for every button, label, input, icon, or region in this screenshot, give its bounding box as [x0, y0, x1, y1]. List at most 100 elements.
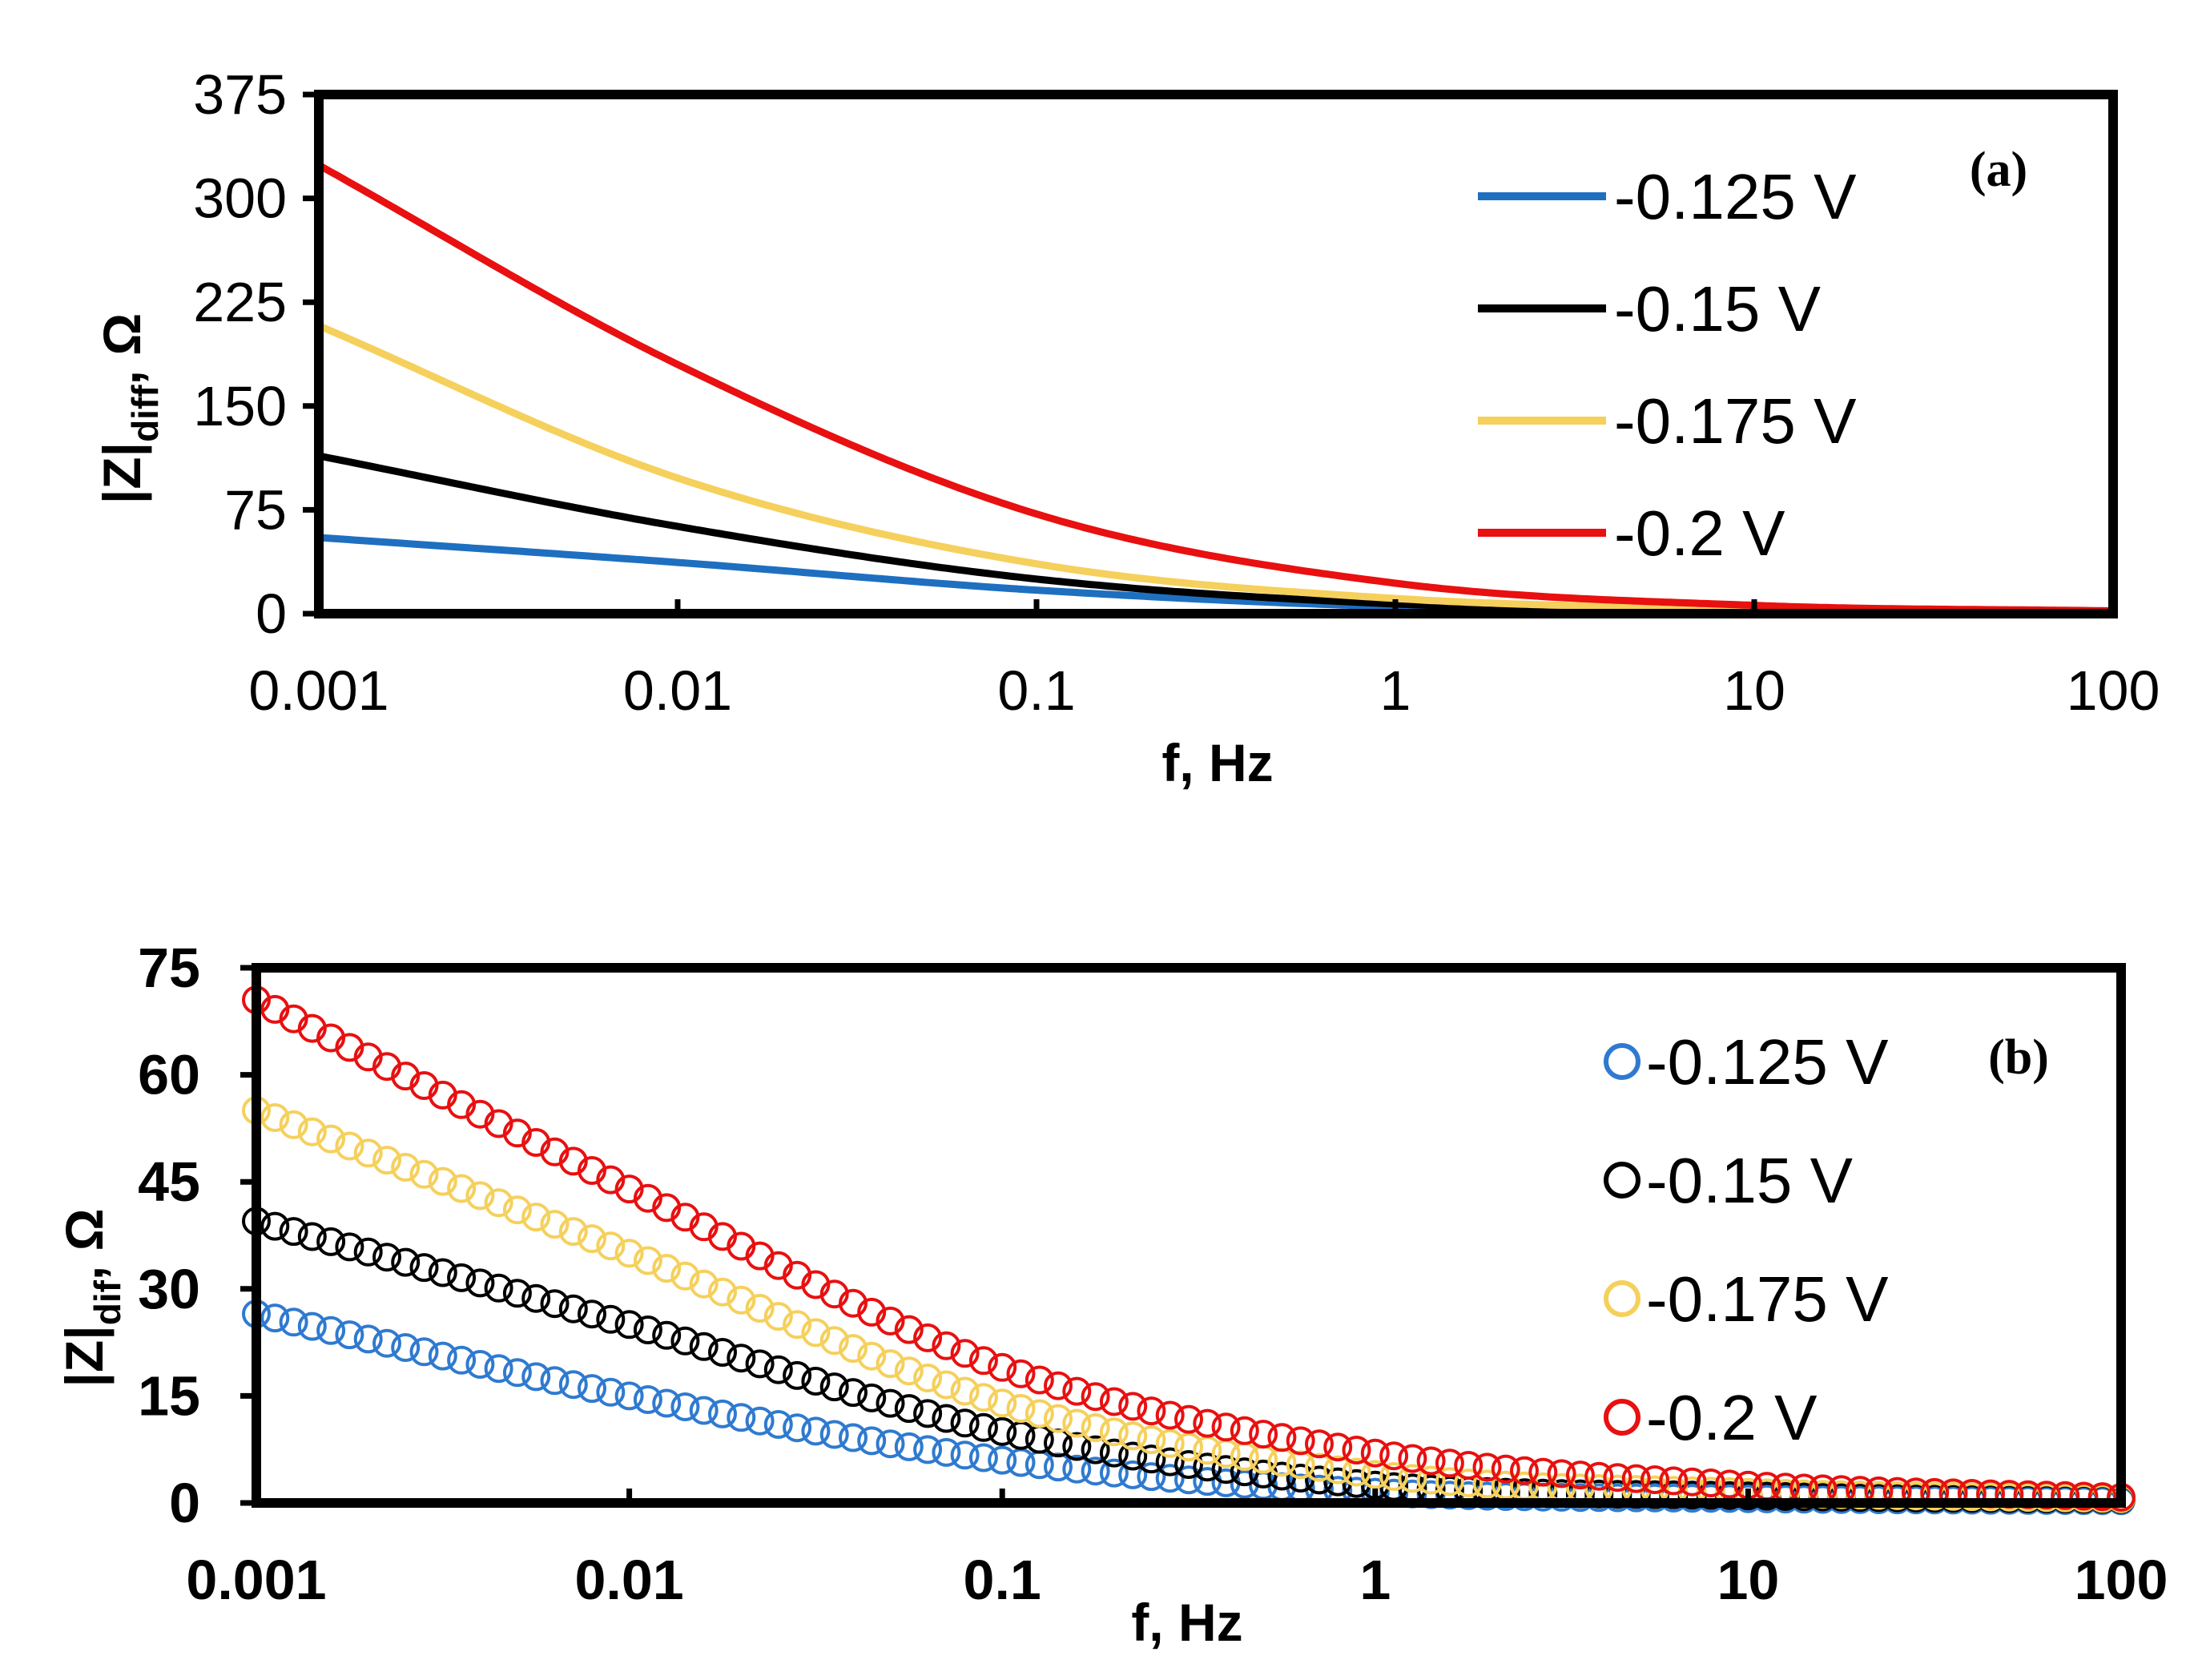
- data-point: [932, 1331, 961, 1360]
- panel-b-y-label-sub: dif: [87, 1279, 128, 1325]
- data-point: [1416, 1446, 1446, 1476]
- data-point: [876, 1388, 905, 1418]
- data-point: [279, 1217, 308, 1247]
- data-point: [447, 1090, 477, 1119]
- data-point: [409, 1071, 439, 1100]
- x-tick-label: 10: [1717, 1549, 1779, 1611]
- data-point: [727, 1344, 756, 1373]
- data-point: [372, 1328, 401, 1358]
- series-line: [316, 162, 2114, 614]
- data-point: [1491, 1470, 1520, 1500]
- data-point: [335, 1131, 364, 1161]
- data-point: [1193, 1452, 1222, 1482]
- data-point: [596, 1231, 626, 1261]
- data-point: [670, 1261, 700, 1291]
- x-tick-label: 100: [2075, 1549, 2168, 1611]
- data-point: [409, 1159, 439, 1189]
- data-point: [521, 1128, 551, 1157]
- data-point: [1044, 1428, 1073, 1458]
- data-point: [950, 1376, 980, 1406]
- panel-b-legend: -0.125 V -0.15 V -0.175 V -0.2 V: [1604, 1026, 1889, 1453]
- data-point: [465, 1268, 495, 1298]
- data-point: [1454, 1468, 1483, 1497]
- data-point: [1528, 1457, 1558, 1487]
- data-point: [1062, 1432, 1092, 1461]
- data-point: [353, 1138, 383, 1168]
- data-point: [1286, 1426, 1315, 1456]
- data-point: [1640, 1465, 1669, 1494]
- data-point: [932, 1404, 961, 1433]
- legend-swatch: [1604, 1280, 1640, 1317]
- data-point: [297, 1013, 327, 1043]
- data-point: [708, 1277, 737, 1307]
- data-point: [447, 1263, 477, 1292]
- data-point: [428, 1080, 457, 1110]
- data-point: [1379, 1462, 1409, 1491]
- data-point: [297, 1311, 327, 1341]
- data-point: [1155, 1464, 1185, 1493]
- data-point: [2087, 1482, 2117, 1512]
- data-point: [819, 1279, 849, 1309]
- data-point: [484, 1354, 513, 1384]
- data-point: [1081, 1413, 1110, 1442]
- panel-a-y-axis-label: |Z|diff, Ω: [92, 313, 166, 504]
- data-point: [316, 1227, 346, 1256]
- data-point: [1342, 1436, 1371, 1464]
- data-point: [1062, 1408, 1092, 1438]
- data-point: [1081, 1456, 1110, 1486]
- x-tick-label: 10: [1723, 659, 1785, 722]
- data-point: [465, 1181, 495, 1211]
- data-point: [652, 1320, 682, 1350]
- data-point: [1305, 1429, 1334, 1459]
- data-point: [857, 1426, 887, 1456]
- panel-a-y-label-main: |Z|: [92, 442, 153, 504]
- data-point: [1416, 1465, 1446, 1495]
- data-point: [1696, 1468, 1725, 1497]
- data-point: [1211, 1412, 1241, 1442]
- data-point: [1118, 1441, 1148, 1471]
- data-point: [763, 1355, 793, 1384]
- data-point: [857, 1383, 887, 1412]
- panel-a-plot-frame: [314, 90, 2118, 618]
- data-point: [932, 1370, 961, 1400]
- data-point: [839, 1378, 868, 1408]
- data-point: [968, 1443, 998, 1473]
- data-point: [689, 1332, 719, 1361]
- data-point: [1677, 1467, 1707, 1497]
- data-point: [783, 1360, 812, 1390]
- data-point: [1510, 1456, 1539, 1485]
- data-point: [578, 1224, 606, 1254]
- data-point: [988, 1445, 1017, 1475]
- data-point: [1137, 1462, 1166, 1492]
- data-point: [783, 1260, 812, 1290]
- data-point: [484, 1188, 513, 1218]
- data-point: [1155, 1400, 1185, 1430]
- data-point: [1491, 1454, 1520, 1484]
- x-tick-label: 0.01: [574, 1549, 683, 1611]
- x-tick-label: 0.001: [248, 659, 388, 722]
- data-point: [819, 1420, 849, 1449]
- data-point: [614, 1310, 644, 1340]
- data-point: [465, 1350, 495, 1379]
- data-point: [913, 1323, 943, 1352]
- data-point: [801, 1416, 831, 1446]
- data-point: [1621, 1464, 1651, 1493]
- data-point: [1659, 1466, 1689, 1496]
- data-point: [801, 1270, 831, 1299]
- data-point: [988, 1352, 1017, 1382]
- y-tick-label: 15: [138, 1364, 200, 1427]
- data-point: [2069, 1481, 2099, 1511]
- data-point: [279, 1004, 308, 1033]
- data-point: [260, 1303, 290, 1333]
- data-point: [633, 1183, 662, 1213]
- y-tick-label: 60: [138, 1044, 200, 1106]
- data-point: [409, 1337, 439, 1367]
- data-point: [1174, 1404, 1203, 1434]
- data-point: [1584, 1461, 1614, 1491]
- data-point: [1249, 1420, 1278, 1449]
- data-point: [596, 1165, 626, 1195]
- data-point: [1603, 1463, 1632, 1493]
- data-point: [316, 1315, 346, 1345]
- data-point: [465, 1099, 495, 1129]
